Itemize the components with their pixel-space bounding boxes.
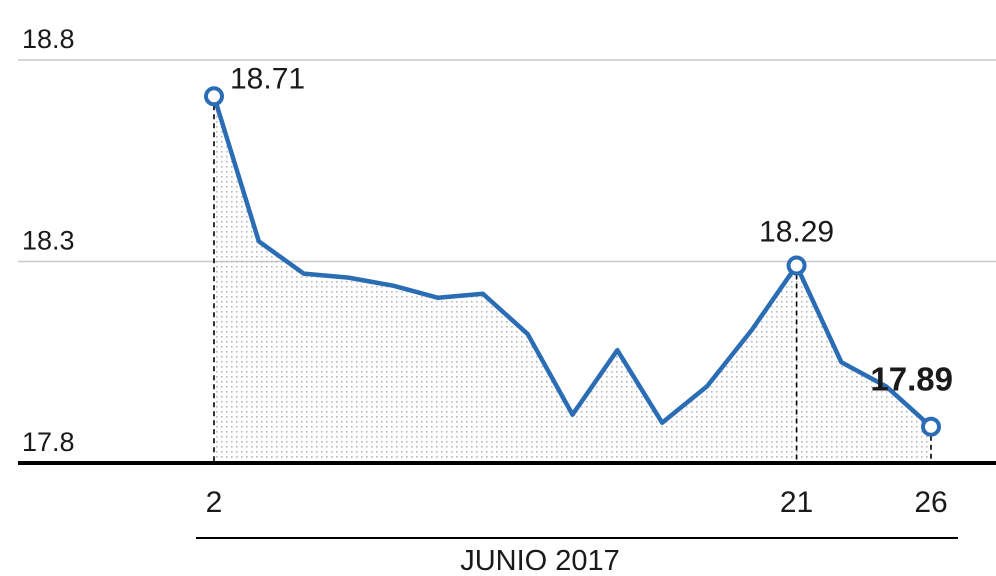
data-label: 17.89 — [870, 361, 953, 398]
x-tick-label: 21 — [780, 486, 813, 519]
data-point-marker — [921, 416, 941, 437]
data-point-marker — [786, 255, 807, 276]
data-point-marker — [204, 86, 224, 107]
data-label: 18.71 — [230, 62, 305, 95]
area-fill — [214, 96, 931, 464]
series-line — [211, 94, 934, 429]
x-tick-label: 2 — [206, 486, 223, 519]
x-axis-title: JUNIO 2017 — [460, 545, 620, 576]
x-tick-label: 26 — [914, 486, 947, 519]
y-tick-label: 18.8 — [22, 24, 75, 54]
y-tick-label: 17.8 — [22, 427, 75, 457]
y-tick-label: 18.3 — [22, 226, 75, 256]
data-label: 18.29 — [759, 216, 834, 249]
